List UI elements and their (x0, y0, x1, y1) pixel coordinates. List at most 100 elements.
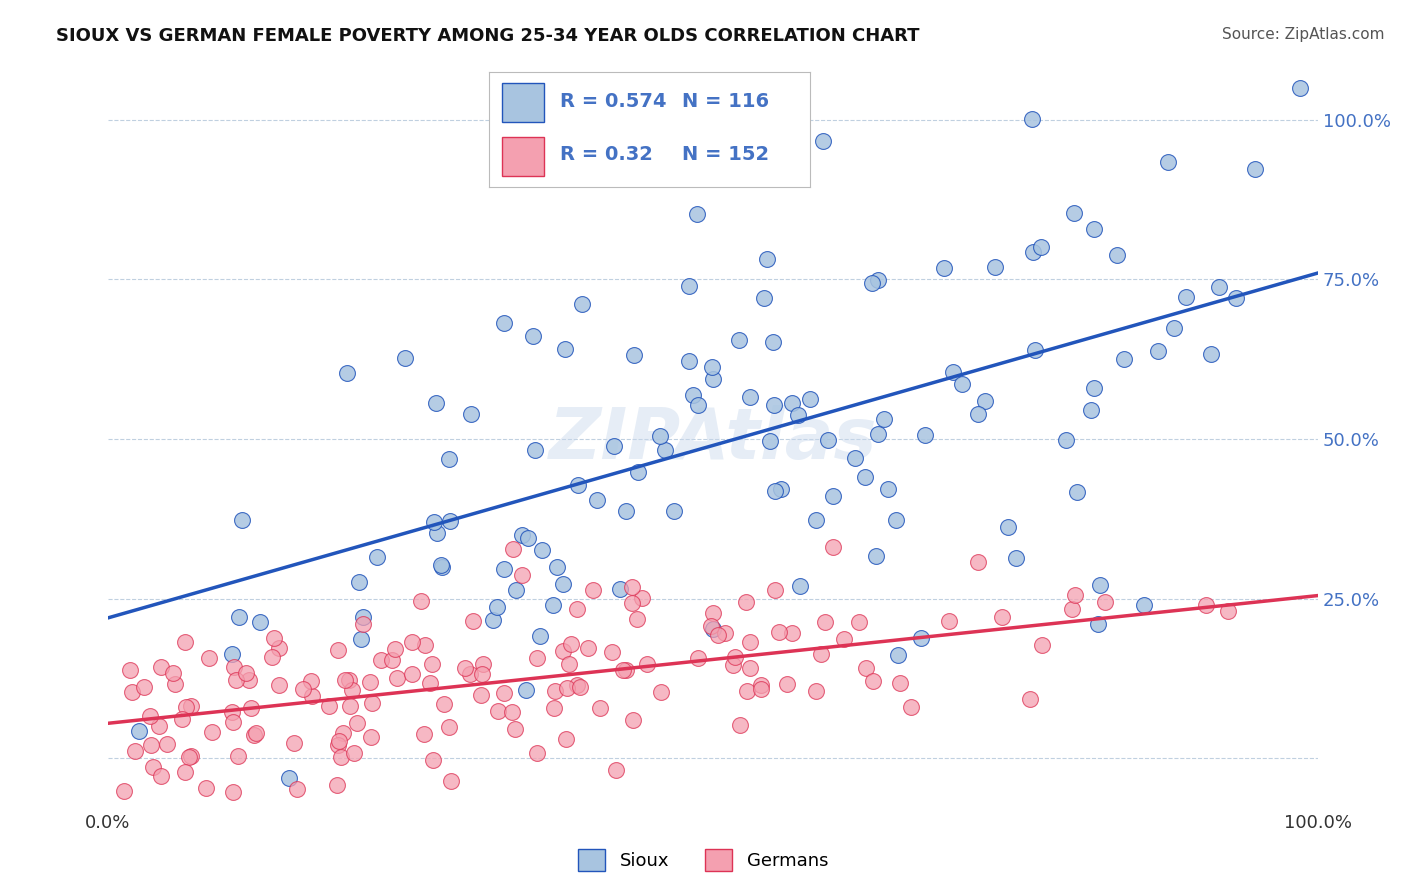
Point (938, 614, 960, 628)
Point (222, 784, 245, 798)
Point (714, 626, 737, 640)
Point (1018, 692, 1040, 706)
Point (1208, 279, 1230, 293)
Point (756, 252, 779, 266)
Point (173, 635, 195, 649)
Point (860, 277, 883, 291)
Point (267, 678, 290, 692)
Point (454, 661, 477, 675)
Point (636, 657, 658, 671)
Point (568, 680, 591, 694)
Point (503, 722, 526, 736)
Point (401, 666, 423, 681)
Point (440, 774, 463, 789)
Point (865, 549, 887, 564)
Point (602, 439, 624, 453)
Point (612, 664, 634, 678)
Point (627, 465, 650, 479)
Point (174, 765, 197, 780)
Point (769, 482, 792, 496)
Point (786, 408, 808, 422)
Point (243, 729, 266, 743)
Point (862, 674, 884, 689)
Point (150, 768, 173, 782)
Point (385, 671, 408, 685)
Point (817, 433, 839, 447)
Point (502, 542, 524, 557)
Point (336, 366, 359, 380)
Point (1105, 248, 1128, 262)
Point (412, 727, 434, 741)
Point (1066, 485, 1088, 500)
Point (942, 365, 965, 379)
Point (337, 673, 360, 687)
Point (352, 610, 374, 624)
Point (884, 513, 907, 527)
Point (814, 615, 837, 629)
Point (419, 676, 441, 690)
Point (702, 359, 724, 374)
Point (776, 677, 799, 691)
Point (277, 771, 299, 785)
Point (576, 640, 599, 655)
Point (195, 781, 218, 796)
Point (235, 665, 257, 680)
Point (430, 560, 453, 574)
Point (162, 665, 184, 680)
Point (735, 683, 758, 698)
Point (177, 749, 200, 764)
Point (546, 560, 568, 574)
Point (664, 504, 686, 518)
Point (702, 622, 724, 636)
Point (889, 676, 911, 690)
Point (381, 653, 404, 667)
Point (470, 688, 492, 702)
Point (120, 663, 142, 677)
Point (339, 699, 361, 714)
Point (582, 582, 605, 597)
Point (631, 591, 654, 606)
Point (352, 616, 374, 631)
Point (650, 685, 672, 699)
Point (163, 677, 186, 691)
Point (1174, 290, 1197, 304)
Point (1060, 602, 1083, 616)
Point (328, 734, 350, 748)
Point (605, 763, 627, 777)
Point (142, 760, 165, 774)
Point (950, 377, 973, 392)
Point (325, 778, 347, 792)
Point (180, 698, 202, 713)
Point (226, 748, 249, 763)
Point (350, 632, 373, 646)
Point (486, 704, 509, 718)
Point (567, 477, 589, 491)
Point (328, 738, 350, 752)
Point (589, 701, 612, 715)
Point (332, 726, 354, 740)
Text: ZIPAtlas: ZIPAtlas (548, 405, 877, 474)
Point (678, 279, 700, 293)
Point (914, 428, 936, 442)
Point (567, 678, 589, 692)
Point (823, 489, 845, 503)
Point (262, 650, 284, 665)
Point (426, 525, 449, 540)
Point (267, 640, 290, 655)
Point (554, 342, 576, 356)
Point (1063, 206, 1085, 220)
Point (486, 600, 509, 615)
Point (688, 651, 710, 665)
Point (492, 686, 515, 700)
Point (614, 663, 637, 677)
Point (728, 333, 751, 347)
Point (501, 705, 523, 719)
Point (458, 667, 481, 681)
Point (522, 329, 544, 343)
Point (433, 697, 456, 711)
Point (423, 515, 446, 529)
Point (900, 700, 922, 714)
Point (749, 681, 772, 696)
Point (555, 732, 578, 747)
Point (326, 643, 349, 657)
